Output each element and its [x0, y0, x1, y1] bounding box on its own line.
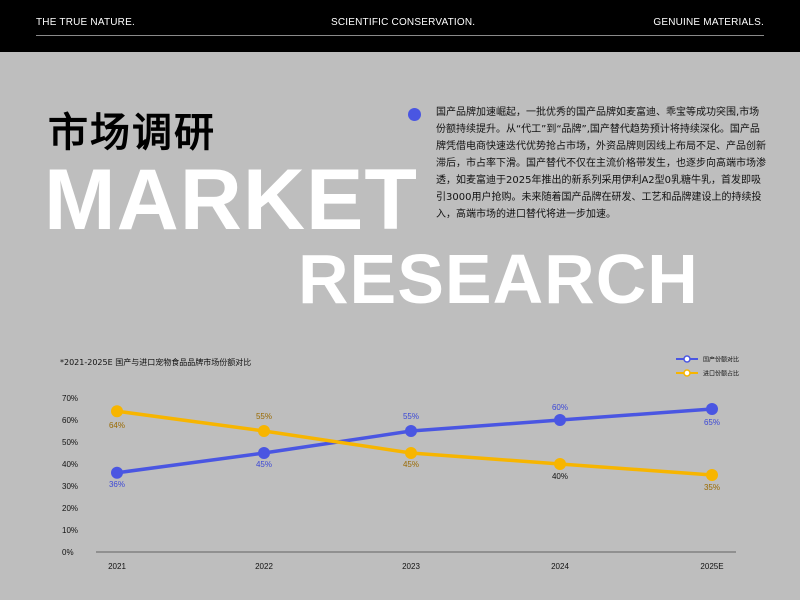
x-tick-label: 2024 [551, 562, 569, 571]
hero-word-market: MARKET [44, 152, 418, 248]
y-tick-label: 70% [62, 394, 78, 403]
data-point [405, 447, 417, 459]
header-right-text: GENUINE MATERIALS. [653, 17, 764, 28]
data-point [706, 469, 718, 481]
y-tick-label: 0% [62, 548, 74, 557]
x-tick-label: 2023 [402, 562, 420, 571]
y-tick-label: 40% [62, 460, 78, 469]
y-tick-label: 20% [62, 504, 78, 513]
y-tick-label: 10% [62, 526, 78, 535]
x-tick-label: 2025E [700, 562, 723, 571]
x-tick-label: 2021 [108, 562, 126, 571]
data-point [554, 414, 566, 426]
legend-swatch-marker [683, 355, 691, 363]
data-point [258, 425, 270, 437]
y-tick-label: 50% [62, 438, 78, 447]
data-point [706, 403, 718, 415]
intro-paragraph: 国产品牌加速崛起，一批优秀的国产品牌如麦富迪、乖宝等成功突围,市场份额持续提升。… [436, 107, 766, 220]
data-point [111, 405, 123, 418]
legend-swatch-marker [683, 369, 691, 377]
data-label: 45% [256, 460, 272, 469]
data-label: 35% [704, 483, 720, 492]
bullet-dot [408, 108, 421, 121]
data-point [405, 425, 417, 437]
data-label: 36% [109, 480, 125, 489]
data-label: 55% [256, 412, 272, 421]
header-left-text: THE TRUE NATURE. [36, 17, 135, 28]
data-point [554, 458, 566, 470]
top-bar: THE TRUE NATURE. SCIENTIFIC CONSERVATION… [0, 0, 800, 52]
data-label: 64% [109, 421, 125, 430]
header-divider [36, 35, 764, 36]
hero-word-research: RESEARCH [298, 240, 699, 318]
data-label: 55% [403, 412, 419, 421]
data-point [111, 466, 123, 479]
y-tick-label: 60% [62, 416, 78, 425]
data-label: 40% [552, 472, 568, 481]
data-point [258, 447, 270, 459]
data-label: 45% [403, 460, 419, 469]
data-label: 65% [704, 418, 720, 427]
data-label: 60% [552, 403, 568, 412]
legend-label: 进口份额占比 [703, 370, 739, 378]
chart-title: *2021-2025E 国产与进口宠物食品品牌市场份额对比 [60, 358, 252, 367]
header-center-text: SCIENTIFIC CONSERVATION. [331, 17, 476, 28]
page-title-cn: 市场调研 [48, 110, 216, 156]
legend-label: 国产份额对比 [703, 356, 739, 364]
y-tick-label: 30% [62, 482, 78, 491]
x-tick-label: 2022 [255, 562, 273, 571]
